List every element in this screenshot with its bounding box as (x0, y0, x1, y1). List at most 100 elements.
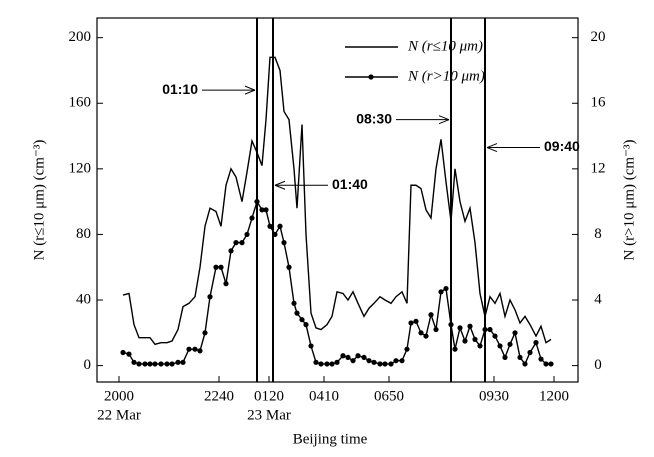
series-line (122, 56, 552, 346)
series-marker (472, 336, 478, 342)
legend-label: N (r≤10 μm) (407, 38, 483, 54)
series-marker (249, 215, 255, 221)
series-marker (207, 294, 213, 300)
series-marker (277, 223, 283, 229)
series-marker (361, 354, 367, 361)
arrow-head (486, 143, 498, 152)
series-marker (355, 353, 361, 359)
series-marker (340, 353, 346, 359)
series-marker (548, 361, 554, 367)
y-tick-label: 200 (69, 29, 92, 45)
y2-axis-label: N (r>10 μm) (cm⁻³) (621, 140, 637, 261)
y2-tick-label: 20 (591, 29, 606, 45)
series-marker (477, 343, 483, 349)
annotation: 08:30 (356, 110, 392, 126)
arrow-head (274, 180, 286, 190)
annotation: 01:40 (332, 176, 368, 192)
series-marker (543, 361, 549, 367)
series-marker (418, 330, 424, 336)
series-marker (512, 330, 518, 336)
series-marker (371, 359, 377, 365)
series-marker (428, 312, 434, 318)
series-marker (228, 248, 234, 254)
arrow-head (438, 115, 450, 125)
series-marker (438, 289, 444, 295)
series-marker (377, 361, 383, 367)
x-axis-label: Beijing time (293, 431, 368, 447)
series-marker (538, 356, 544, 362)
series-marker (423, 333, 429, 339)
plot-frame (96, 17, 579, 383)
series-marker (158, 361, 164, 367)
series-marker (186, 346, 192, 352)
series-marker (497, 343, 503, 349)
series-marker (487, 326, 493, 333)
series-marker (303, 322, 309, 328)
series-marker (126, 351, 132, 357)
series-marker (492, 333, 498, 339)
series-marker (291, 300, 297, 306)
series-marker (366, 358, 372, 364)
series-marker (350, 358, 356, 364)
y-tick-label: 120 (69, 160, 92, 176)
date-label: 22 Mar (97, 407, 141, 423)
series-marker (527, 349, 533, 356)
series-marker (324, 361, 330, 367)
series-marker (131, 359, 137, 365)
series-marker (223, 281, 229, 287)
series-marker (399, 358, 405, 364)
series-marker (433, 326, 439, 333)
series-marker (299, 317, 305, 323)
y-axis-label: N (r≤10 μm) (cm⁻³) (31, 140, 47, 261)
y2-tick-label: 16 (591, 95, 607, 111)
series-marker (218, 264, 224, 270)
series-marker (152, 361, 158, 367)
series-marker (462, 338, 468, 344)
series-marker (120, 349, 126, 356)
series-marker (244, 231, 250, 238)
x-tick-label: 1200 (539, 388, 569, 404)
series-marker (413, 318, 419, 324)
series-marker (443, 285, 449, 292)
series-marker (404, 346, 410, 352)
x-tick-label: 2000 (104, 388, 134, 404)
series-marker (533, 340, 539, 346)
series-marker (267, 223, 273, 229)
series-marker (452, 346, 458, 352)
y-tick-label: 0 (84, 357, 92, 373)
series-marker (408, 320, 414, 326)
y2-tick-label: 12 (591, 160, 606, 176)
series-marker (382, 361, 388, 367)
series-marker (457, 325, 463, 331)
series-marker (263, 207, 269, 213)
y-tick-label: 80 (76, 226, 91, 242)
series-marker (318, 361, 324, 367)
series-line (122, 199, 551, 366)
date-label: 23 Mar (247, 407, 291, 423)
x-tick-label: 0120 (254, 388, 284, 404)
x-tick-label: 2240 (204, 388, 234, 404)
series-marker (192, 346, 198, 352)
y2-tick-label: 4 (594, 291, 602, 307)
y2-tick-label: 0 (594, 357, 602, 373)
series-marker (213, 264, 219, 270)
series-marker (197, 348, 203, 354)
series-marker (522, 361, 528, 367)
series-marker (517, 354, 523, 361)
series-marker (164, 361, 170, 367)
x-tick-label: 0930 (479, 388, 509, 404)
arrow-head (244, 85, 256, 95)
series-marker (259, 207, 265, 213)
series-marker (507, 341, 513, 347)
series-marker (136, 361, 142, 367)
annotation: 01:10 (162, 81, 198, 97)
series-marker (467, 323, 473, 329)
series-marker (345, 354, 351, 361)
series-marker (233, 240, 239, 246)
series-marker (388, 361, 394, 367)
series-marker (202, 330, 208, 336)
series-marker (180, 359, 186, 365)
series-marker (334, 359, 340, 365)
x-tick-label: 0410 (309, 388, 339, 404)
